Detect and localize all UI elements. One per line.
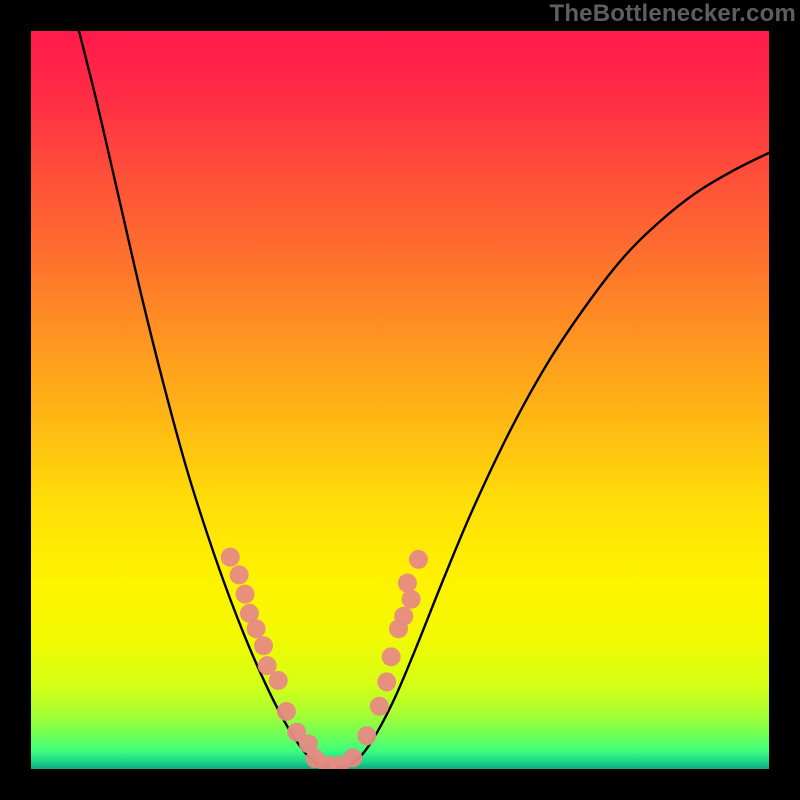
scatter-point — [382, 647, 401, 666]
scatter-point — [230, 565, 249, 584]
frame-bottom — [0, 769, 800, 800]
chart-svg — [31, 31, 769, 769]
scatter-point — [254, 636, 273, 655]
watermark-text: TheBottlenecker.com — [549, 0, 796, 28]
bottleneck-curve — [79, 31, 769, 768]
frame-right — [769, 0, 800, 800]
scatter-point — [409, 550, 428, 569]
scatter-point — [357, 726, 376, 745]
plot-area — [31, 31, 769, 769]
scatter-point — [236, 585, 255, 604]
scatter-point — [398, 574, 417, 593]
scatter-point — [277, 702, 296, 721]
frame-left — [0, 0, 31, 800]
scatter-point — [247, 619, 266, 638]
scatter-group — [221, 548, 428, 769]
scatter-point — [370, 697, 389, 716]
scatter-point — [377, 672, 396, 691]
scatter-point — [402, 590, 421, 609]
scatter-point — [269, 671, 288, 690]
scatter-point — [394, 607, 413, 626]
scatter-point — [221, 548, 240, 567]
scatter-point — [343, 748, 362, 767]
